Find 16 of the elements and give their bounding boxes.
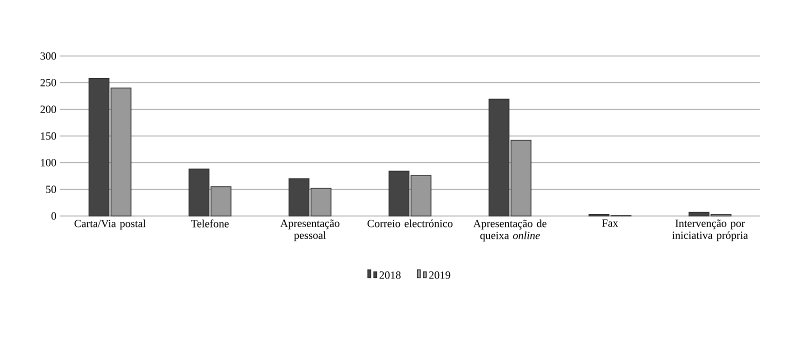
legend-label: 2019	[429, 271, 450, 279]
x-tick-label: Fax	[602, 220, 618, 227]
y-tick-label: 150	[41, 132, 56, 140]
x-tick-label: Apresentação de queixa online	[473, 220, 546, 242]
x-tick-label: Apresentação pessoal	[280, 220, 340, 242]
y-tick-label: 200	[40, 106, 56, 114]
x-tick-label: Telefone	[191, 220, 229, 228]
y-tick-label: 100	[41, 158, 56, 166]
y-tick-label: 0	[51, 212, 56, 220]
legend-label: 2018	[380, 271, 401, 279]
x-tick-label: Carta/Via postal	[74, 220, 146, 230]
x-tick-label: Intervenção por iniciativa própria	[672, 220, 748, 242]
x-tick-label: Correio electrónico	[368, 220, 452, 228]
y-tick-label: 300	[40, 52, 56, 60]
y-tick-label: 50	[46, 186, 56, 194]
y-tick-label: 250	[40, 78, 56, 86]
